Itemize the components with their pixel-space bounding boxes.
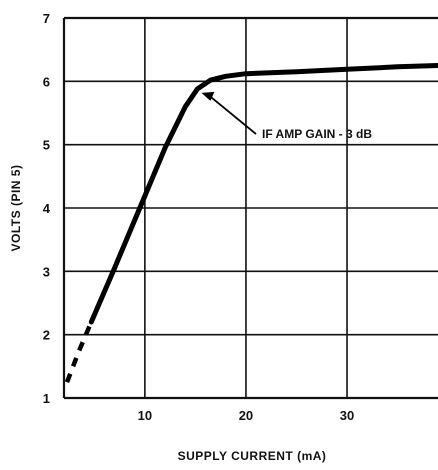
annotation-arrow-line bbox=[208, 95, 257, 135]
y-tick-label: 4 bbox=[43, 201, 51, 216]
annotation-arrowhead bbox=[201, 91, 215, 101]
x-tick-label: 20 bbox=[239, 408, 253, 423]
y-tick-label: 5 bbox=[43, 138, 50, 153]
x-tick-label: 30 bbox=[340, 408, 354, 423]
series-line bbox=[88, 63, 438, 325]
y-tick-label: 2 bbox=[43, 328, 50, 343]
y-tick-label: 6 bbox=[43, 74, 50, 89]
tick-labels: 1 2 3 4 5 6 7 10 20 30 bbox=[43, 11, 354, 423]
series-layer bbox=[64, 63, 438, 384]
y-tick-label: 1 bbox=[43, 391, 50, 406]
y-axis-title: VOLTS (PIN 5) bbox=[9, 165, 23, 252]
series-line-dashed bbox=[64, 321, 94, 384]
y-tick-label: 3 bbox=[43, 264, 50, 279]
annotation-layer: IF AMP GAIN - 3 dB bbox=[201, 91, 372, 141]
x-axis-title: SUPPLY CURRENT (mA) bbox=[178, 449, 327, 463]
grid bbox=[62, 16, 438, 400]
y-tick-label: 7 bbox=[43, 11, 50, 26]
annotation-label: IF AMP GAIN - 3 dB bbox=[262, 127, 372, 141]
x-tick-label: 10 bbox=[138, 408, 152, 423]
